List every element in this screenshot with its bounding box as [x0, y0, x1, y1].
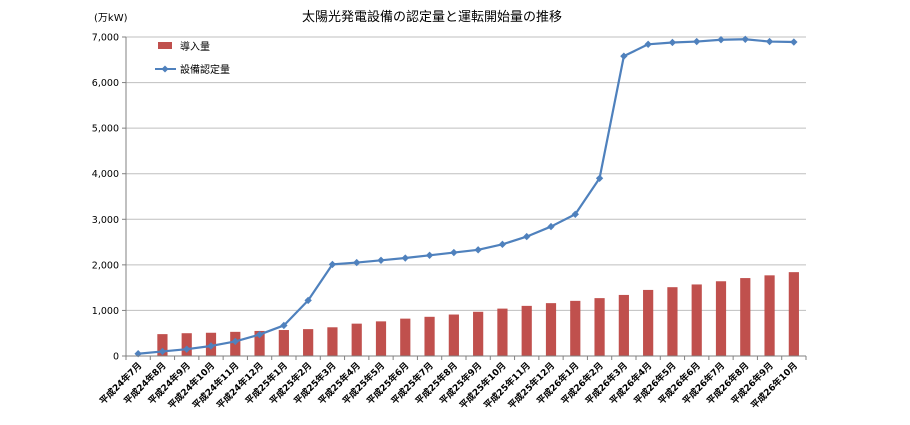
- bar: [181, 333, 192, 356]
- x-tick-label: 平成24年7月: [97, 360, 144, 407]
- x-tick-labels: 平成24年7月平成24年8月平成24年9月平成24年10月平成24年11月平成2…: [97, 360, 800, 412]
- y-tick-label: 4,000: [92, 169, 119, 180]
- line-marker: [547, 222, 555, 231]
- bar: [351, 323, 362, 356]
- bar: [303, 329, 314, 356]
- line-marker: [620, 52, 628, 60]
- y-tick-label: 6,000: [92, 78, 119, 89]
- line-marker: [693, 37, 701, 46]
- legend-swatch-bar: [158, 42, 172, 49]
- bar: [740, 278, 751, 356]
- y-tick-label: 1,000: [92, 306, 119, 317]
- axes: [125, 37, 807, 360]
- y-tick-label: 2,000: [92, 260, 119, 271]
- line-marker: [401, 254, 409, 262]
- bar: [594, 298, 605, 356]
- line-marker: [523, 232, 531, 241]
- line-marker: [183, 345, 191, 353]
- bar: [764, 275, 775, 356]
- legend-swatch-marker: [161, 65, 169, 73]
- bar: [473, 311, 484, 356]
- line-marker: [425, 251, 434, 259]
- line-marker: [158, 347, 167, 356]
- y-axis-unit: (万kW): [94, 13, 128, 24]
- bar: [570, 300, 581, 356]
- line-marker: [280, 321, 288, 330]
- line-marker: [571, 210, 579, 218]
- bar: [715, 281, 727, 356]
- line-marker: [450, 248, 458, 257]
- bar: [691, 284, 702, 356]
- bar: [667, 287, 678, 356]
- line-marker: [765, 37, 774, 46]
- legend: 導入量 設備認定量: [155, 40, 230, 76]
- bar: [497, 308, 508, 356]
- bar-series: [157, 272, 799, 356]
- line-marker: [790, 38, 798, 46]
- bar: [424, 316, 435, 356]
- line-marker: [304, 296, 312, 305]
- line-marker: [474, 246, 482, 254]
- y-tick-label: 5,000: [92, 124, 119, 135]
- y-tick-label: 0: [113, 352, 119, 363]
- bar: [254, 330, 265, 356]
- y-tick-label: 3,000: [92, 215, 119, 226]
- line-marker: [644, 40, 652, 48]
- bar: [545, 303, 557, 356]
- line-marker: [353, 258, 361, 267]
- line-marker: [231, 337, 239, 346]
- bar: [327, 327, 338, 356]
- legend-label-bar: 導入量: [180, 40, 210, 53]
- bar: [278, 330, 289, 356]
- line-marker: [255, 330, 264, 339]
- line-marker: [328, 260, 337, 269]
- legend-label-line: 設備認定量: [180, 63, 230, 76]
- bar: [157, 334, 168, 356]
- bar: [618, 294, 629, 356]
- line-marker: [498, 240, 507, 249]
- bar: [400, 318, 411, 356]
- bar: [521, 305, 532, 356]
- chart-title: 太陽光発電設備の認定量と運転開始量の推移: [302, 9, 562, 25]
- y-tick-labels: 0 1,000 2,000 3,000 4,000 5,000 6,000 7,000: [92, 33, 126, 363]
- line-marker: [668, 38, 677, 47]
- bar: [788, 272, 799, 356]
- y-tick-label: 7,000: [92, 33, 119, 44]
- bar: [643, 289, 654, 356]
- line-marker: [377, 256, 385, 264]
- gridlines: [126, 36, 806, 311]
- bar: [448, 314, 459, 356]
- bar: [375, 321, 387, 356]
- series-line: [138, 38, 794, 355]
